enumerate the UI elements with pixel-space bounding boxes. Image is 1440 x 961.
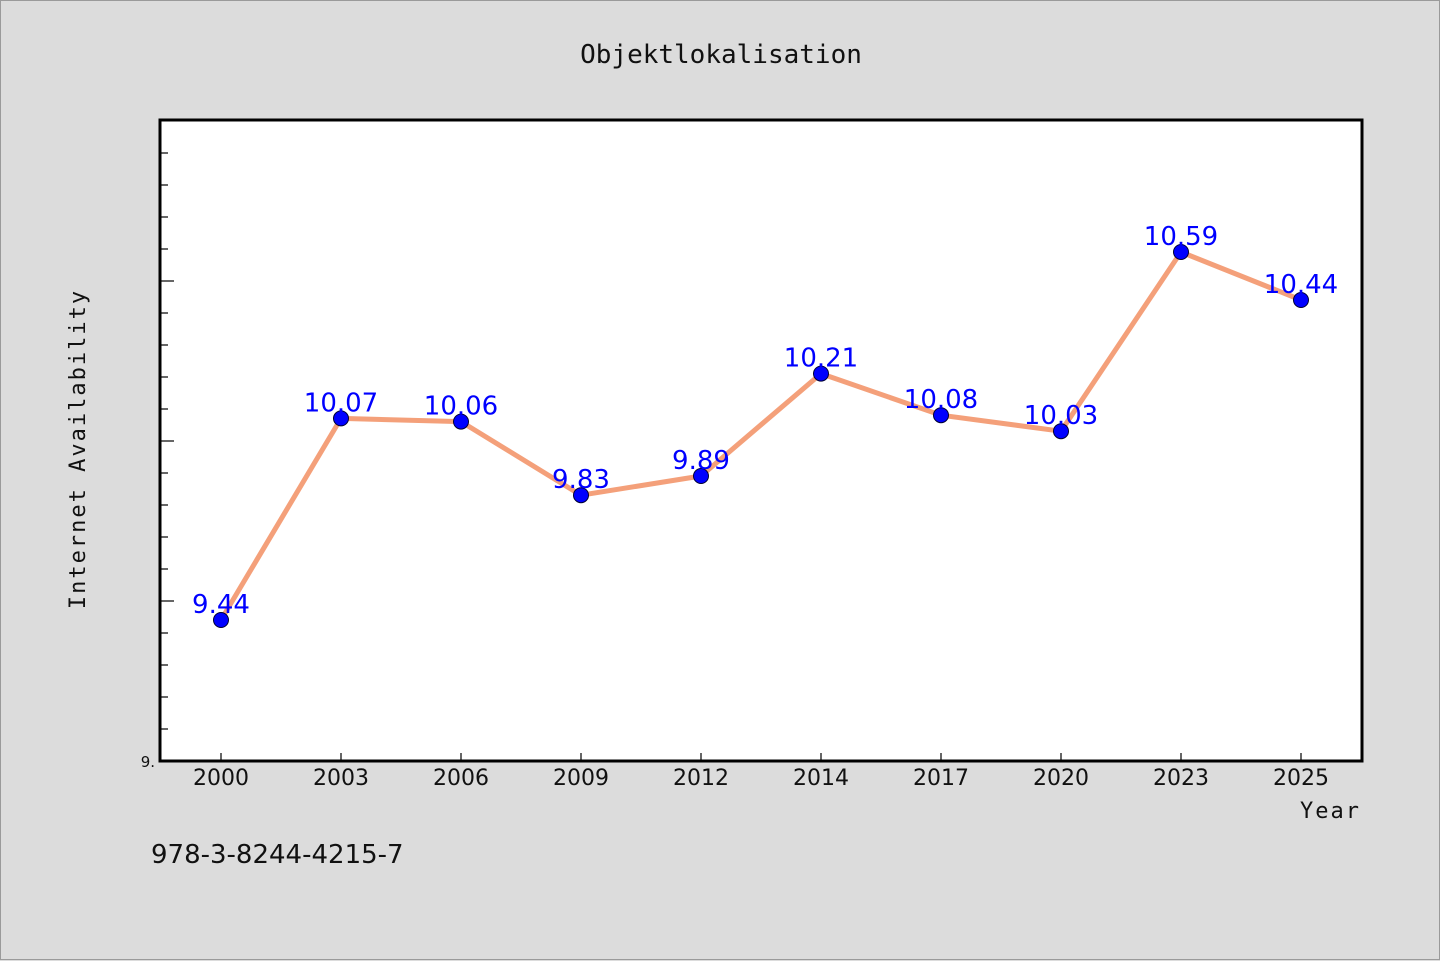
- y-axis-min-label: 9.: [141, 753, 155, 771]
- data-label: 10.08: [904, 385, 978, 415]
- x-tick-label: 2023: [1153, 766, 1209, 791]
- data-label: 10.06: [424, 392, 498, 422]
- data-label: 9.89: [672, 446, 730, 476]
- data-point-marker: [213, 612, 229, 628]
- x-tick-label: 2012: [673, 766, 729, 791]
- data-labels: 9.44 10.07 10.06 9.83 9.89 10.21 10.08 10.03 10.…: [192, 222, 1338, 620]
- y-axis-label: Internet Availability: [66, 289, 91, 609]
- data-point-marker: [333, 410, 349, 427]
- x-tick-label: 2009: [553, 766, 609, 791]
- data-label: 10.59: [1144, 222, 1218, 252]
- data-label: 10.07: [304, 388, 378, 418]
- x-axis-label: Year: [1300, 799, 1361, 824]
- data-point-marker: [693, 468, 709, 484]
- x-axis-tick-labels: 2000 2003 2006 2009 2012 2014 2017 2020 2023 2025: [193, 766, 1329, 791]
- data-point-marker: [933, 407, 949, 424]
- x-tick-label: 2003: [313, 766, 369, 791]
- isbn-footer: 978-3-8244-4215-7: [151, 840, 404, 870]
- x-tick-label: 2017: [913, 766, 969, 791]
- y-axis-ticks: [160, 152, 174, 730]
- data-point-marker: [1173, 244, 1189, 260]
- x-tick-label: 2006: [433, 766, 489, 791]
- plot-area: [158, 118, 1364, 763]
- x-axis-ticks: [220, 753, 1302, 761]
- x-tick-label: 2014: [793, 766, 849, 791]
- data-label: 10.44: [1264, 270, 1338, 300]
- data-point-marker: [1293, 292, 1309, 308]
- data-point-marker: [453, 413, 469, 430]
- data-label: 10.21: [784, 344, 858, 374]
- x-tick-label: 2020: [1033, 766, 1089, 791]
- data-point-marker: [1053, 423, 1069, 440]
- data-point-marker: [813, 365, 829, 382]
- data-label: 9.44: [192, 590, 250, 620]
- series-line: [218, 249, 1304, 623]
- data-label: 9.83: [552, 465, 610, 495]
- data-point-markers: [213, 244, 1309, 628]
- data-label: 10.03: [1024, 401, 1098, 431]
- chart-title: Objektlokalisation: [580, 40, 862, 70]
- data-point-marker: [573, 487, 589, 504]
- x-tick-label: 2025: [1273, 766, 1329, 791]
- x-tick-label: 2000: [193, 766, 249, 791]
